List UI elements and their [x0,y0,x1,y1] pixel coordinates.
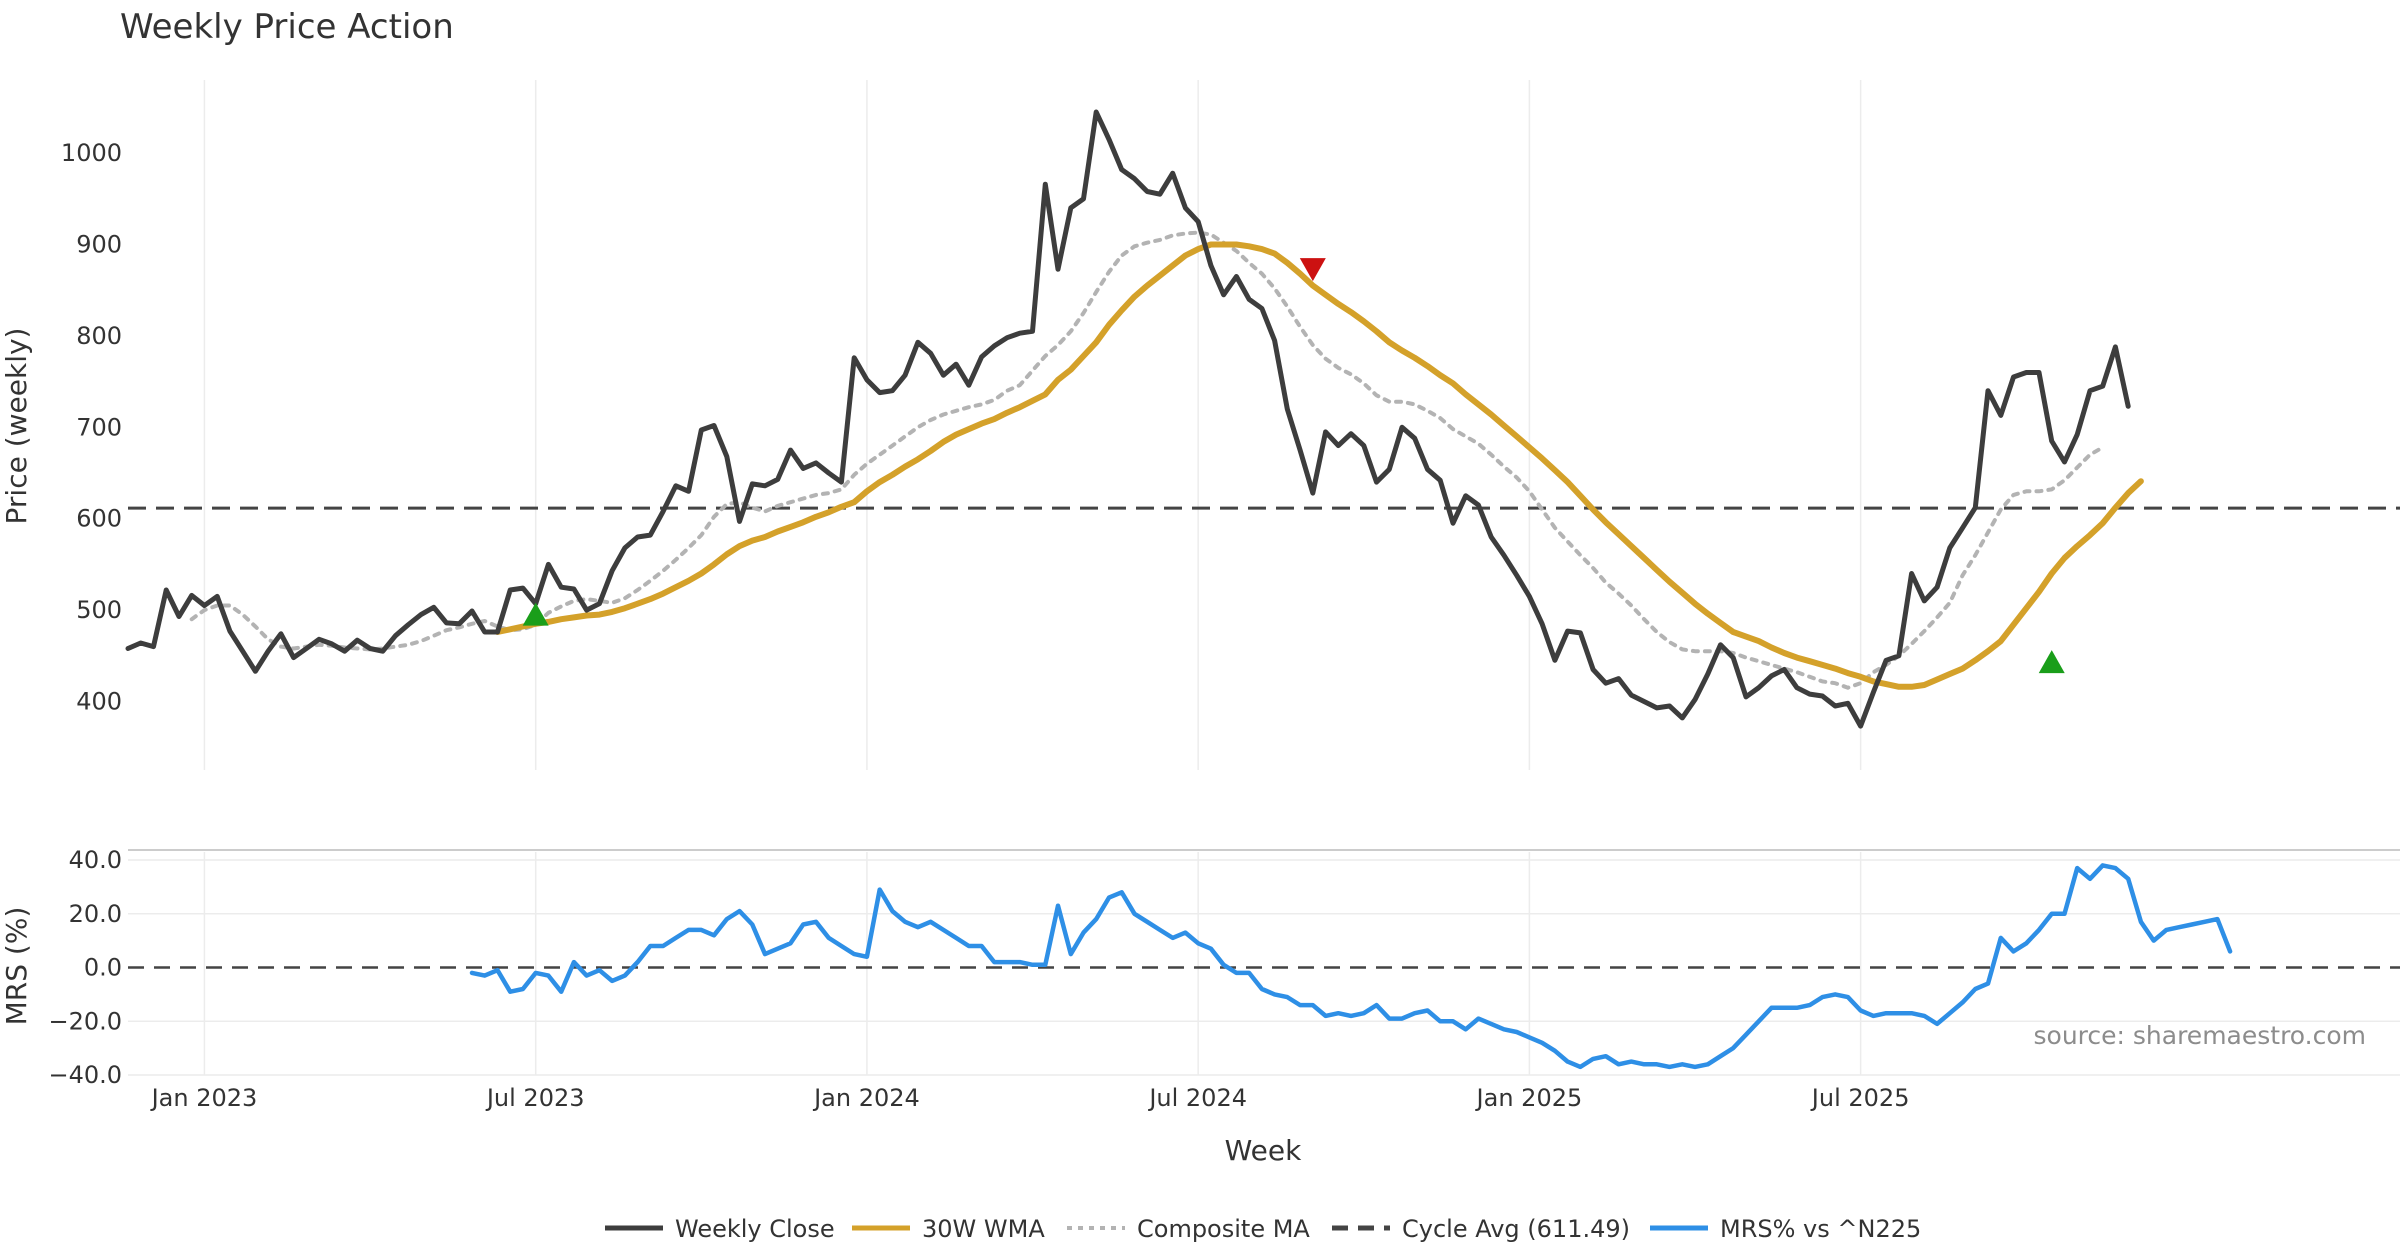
axis-labels: 400 500 600 700 800 900 1000 40.0 20.0 0.0 −20.0 −4… [48,139,1909,1112]
reference-lines [128,506,2400,969]
x-tick-label: Jan 2024 [812,1084,920,1112]
legend-item-2: Composite MA [1067,1215,1310,1243]
sell-signal-marker-0 [1299,258,1326,282]
signal-markers [522,258,2065,674]
price-tick-label: 1000 [61,139,122,167]
legend-label: Cycle Avg (611.49) [1402,1215,1630,1243]
composite-ma-line [189,230,2105,690]
legend-item-3: Cycle Avg (611.49) [1332,1215,1630,1243]
price-tick-label: 700 [76,413,122,441]
mrs-tick-label: 40.0 [69,846,122,874]
weekly-close-line [125,109,2131,729]
buy-signal-marker-1 [2038,650,2065,674]
x-axis-title: Week [1225,1134,1302,1167]
legend-label: Composite MA [1137,1215,1310,1243]
buy-signal-marker-0 [522,602,549,626]
x-tick-label: Jan 2025 [1475,1084,1583,1112]
grid-layer [128,80,2400,1076]
chart-title: Weekly Price Action [120,7,454,47]
mrs-axis-title: MRS (%) [0,907,33,1026]
price-tick-label: 400 [76,687,122,715]
legend-label: Weekly Close [675,1215,835,1243]
legend-item-1: 30W WMA [852,1215,1045,1243]
price-axis-title: Price (weekly) [0,328,33,525]
mrs-tick-label: 20.0 [69,900,122,928]
price-tick-label: 900 [76,231,122,259]
mrs-tick-label: −40.0 [48,1061,122,1089]
wma-30w-line [494,241,2144,690]
source-label: source: sharemaestro.com [2034,1021,2367,1050]
legend-item-0: Weekly Close [605,1215,835,1243]
legend-item-4: MRS% vs ^N225 [1650,1215,1921,1243]
legend: Weekly Close 30W WMA Composite MA Cycle Avg… [605,1215,1921,1243]
price-tick-label: 600 [76,505,122,533]
x-tick-label: Jul 2023 [485,1084,585,1112]
price-tick-label: 800 [76,322,122,350]
x-tick-label: Jan 2023 [150,1084,258,1112]
series-layer [125,109,2233,1070]
price-tick-label: 500 [76,596,122,624]
mrs-tick-label: 0.0 [84,954,122,982]
x-tick-label: Jul 2024 [1147,1084,1247,1112]
legend-label: MRS% vs ^N225 [1720,1215,1921,1243]
mrs-line [469,863,2233,1070]
x-tick-label: Jul 2025 [1810,1084,1910,1112]
mrs-tick-label: −20.0 [48,1007,122,1035]
legend-label: 30W WMA [922,1215,1045,1243]
